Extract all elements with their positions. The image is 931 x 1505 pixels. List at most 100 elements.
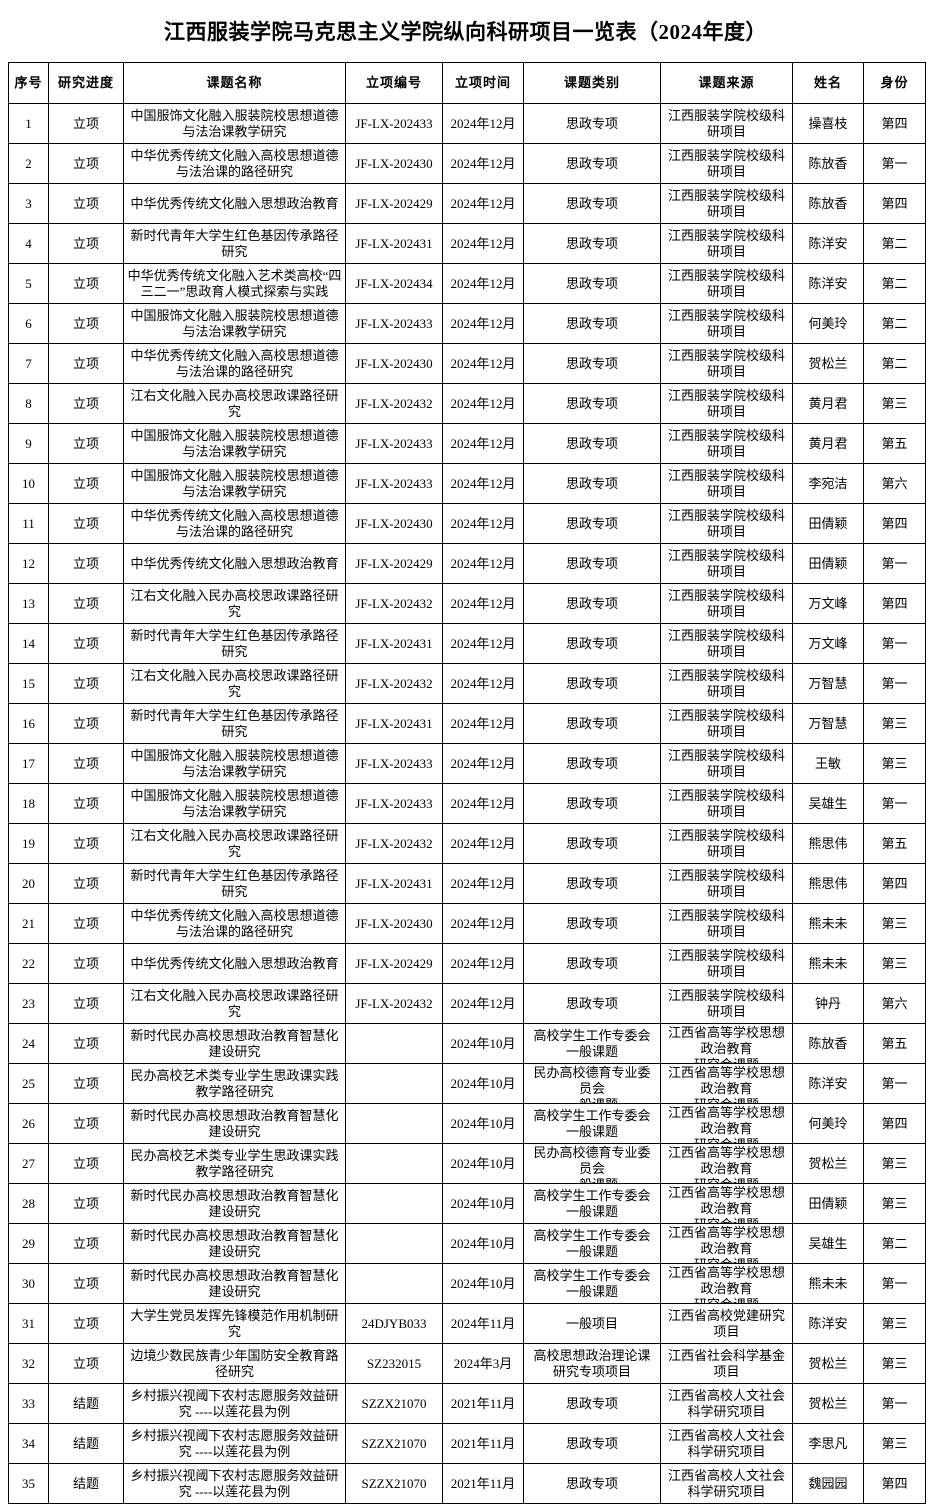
cell-name: 吴雄生: [792, 783, 864, 824]
cell-date: 2024年12月: [442, 183, 524, 224]
table-row: 31 立项 大学生党员发挥先锋模范作用机制研究 24DJYB033 2024年11月 一般…: [8, 1303, 926, 1344]
table-row: 11 立项 中华优秀传统文化融入高校思想道德与法治课的路径研究 JF-LX-20243…: [8, 503, 926, 544]
cell-date: 2024年12月: [442, 463, 524, 504]
cell-code: JF-LX-202433: [345, 743, 443, 784]
cell-identity: 第六: [863, 463, 926, 504]
cell-source: 江西服装学院校级科研项目: [660, 303, 793, 344]
cell-no: 22: [8, 943, 49, 984]
cell-code: JF-LX-202429: [345, 943, 443, 984]
cell-name: 田倩颖: [792, 503, 864, 544]
cell-title: 江右文化融入民办高校思政课路径研究: [123, 983, 346, 1024]
cell-source: 江西服装学院校级科研项目: [660, 383, 793, 424]
table-row: 6 立项 中国服饰文化融入服装院校思想道德与法治课教学研究 JF-LX-202433 2…: [8, 303, 926, 344]
cell-date: 2024年12月: [442, 663, 524, 704]
cell-identity: 第四: [863, 183, 926, 224]
cell-source: 江西省高等学校思想政治教育 研究会课题: [660, 1023, 793, 1064]
cell-no: 30: [8, 1263, 49, 1304]
cell-date: 2021年11月: [442, 1463, 524, 1504]
cell-code: JF-LX-202433: [345, 783, 443, 824]
cell-identity: 第一: [863, 663, 926, 704]
cell-title: 中国服饰文化融入服装院校思想道德与法治课教学研究: [123, 423, 346, 464]
cell-no: 35: [8, 1463, 49, 1504]
cell-date: 2024年10月: [442, 1023, 524, 1064]
table-row: 4 立项 新时代青年大学生红色基因传承路径研究 JF-LX-202431 2024年12…: [8, 223, 926, 264]
cell-source: 江西服装学院校级科研项目: [660, 423, 793, 464]
cell-progress: 结题: [48, 1383, 124, 1424]
cell-category: 思政专项: [523, 423, 661, 464]
cell-identity: 第四: [863, 103, 926, 144]
cell-code: JF-LX-202432: [345, 383, 443, 424]
table-row: 1 立项 中国服饰文化融入服装院校思想道德与法治课教学研究 JF-LX-202433 2…: [8, 103, 926, 144]
cell-code: SZZX21070: [345, 1463, 443, 1504]
cell-source: 江西服装学院校级科研项目: [660, 223, 793, 264]
cell-source: 江西省高校人文社会科学研究项目: [660, 1423, 793, 1464]
cell-identity: 第四: [863, 1103, 926, 1144]
cell-category: 思政专项: [523, 303, 661, 344]
cell-source: 江西省高等学校思想政治教育 研究会课题: [660, 1103, 793, 1144]
cell-category: 高校学生工作专委会一般课题: [523, 1023, 661, 1064]
cell-source: 江西服装学院校级科研项目: [660, 823, 793, 864]
cell-progress: 结题: [48, 1463, 124, 1504]
cell-identity: 第二: [863, 303, 926, 344]
cell-code: JF-LX-202433: [345, 463, 443, 504]
cell-source: 江西服装学院校级科研项目: [660, 903, 793, 944]
cell-source: 江西服装学院校级科研项目: [660, 663, 793, 704]
cell-name: 钟丹: [792, 983, 864, 1024]
cell-category: 思政专项: [523, 1383, 661, 1424]
cell-code: SZZX21070: [345, 1423, 443, 1464]
cell-category: 思政专项: [523, 503, 661, 544]
cell-name: 万文峰: [792, 623, 864, 664]
cell-source: 江西服装学院校级科研项目: [660, 543, 793, 584]
cell-progress: 立项: [48, 1223, 124, 1264]
cell-title: 中华优秀传统文化融入高校思想道德与法治课的路径研究: [123, 343, 346, 384]
cell-no: 12: [8, 543, 49, 584]
cell-name: 田倩颖: [792, 1183, 864, 1224]
cell-category: 思政专项: [523, 623, 661, 664]
cell-identity: 第一: [863, 143, 926, 184]
cell-identity: 第三: [863, 1303, 926, 1344]
table-row: 5 立项 中华优秀传统文化融入艺术类高校“四三二一”思政育人模式探索与实践 JF-LX…: [8, 263, 926, 304]
cell-date: 2024年10月: [442, 1063, 524, 1104]
cell-date: 2024年12月: [442, 743, 524, 784]
cell-progress: 立项: [48, 863, 124, 904]
cell-date: 2024年10月: [442, 1143, 524, 1184]
cell-source: 江西省高等学校思想政治教育 研究会课题: [660, 1223, 793, 1264]
col-header-progress: 研究进度: [48, 62, 124, 104]
table-row: 19 立项 江右文化融入民办高校思政课路径研究 JF-LX-202432 2024年12…: [8, 823, 926, 864]
cell-source: 江西服装学院校级科研项目: [660, 503, 793, 544]
cell-code: JF-LX-202433: [345, 303, 443, 344]
cell-date: 2024年3月: [442, 1343, 524, 1384]
cell-no: 26: [8, 1103, 49, 1144]
cell-category: 思政专项: [523, 583, 661, 624]
table-row: 2 立项 中华优秀传统文化融入高校思想道德与法治课的路径研究 JF-LX-202430…: [8, 143, 926, 184]
cell-name: 王敏: [792, 743, 864, 784]
cell-date: 2024年12月: [442, 863, 524, 904]
cell-no: 10: [8, 463, 49, 504]
table-row: 15 立项 江右文化融入民办高校思政课路径研究 JF-LX-202432 2024年12…: [8, 663, 926, 704]
table-row: 10 立项 中国服饰文化融入服装院校思想道德与法治课教学研究 JF-LX-202433…: [8, 463, 926, 504]
cell-no: 14: [8, 623, 49, 664]
cell-progress: 立项: [48, 503, 124, 544]
cell-name: 陈放香: [792, 1023, 864, 1064]
cell-no: 17: [8, 743, 49, 784]
cell-category: 思政专项: [523, 383, 661, 424]
cell-no: 25: [8, 1063, 49, 1104]
table-row: 35 结题 乡村振兴视阈下农村志愿服务效益研究 ----以莲花县为例 SZZX2107…: [8, 1463, 926, 1504]
table-row: 8 立项 江右文化融入民办高校思政课路径研究 JF-LX-202432 2024年12月…: [8, 383, 926, 424]
cell-no: 27: [8, 1143, 49, 1184]
cell-category: 思政专项: [523, 663, 661, 704]
cell-progress: 立项: [48, 1343, 124, 1384]
cell-no: 28: [8, 1183, 49, 1224]
cell-progress: 立项: [48, 183, 124, 224]
cell-name: 陈洋安: [792, 223, 864, 264]
cell-no: 8: [8, 383, 49, 424]
cell-category: 高校学生工作专委会一般课题: [523, 1103, 661, 1144]
cell-date: 2024年12月: [442, 583, 524, 624]
cell-no: 7: [8, 343, 49, 384]
cell-date: 2024年12月: [442, 223, 524, 264]
cell-date: 2024年12月: [442, 143, 524, 184]
table-row: 30 立项 新时代民办高校思想政治教育智慧化建设研究 2024年10月 高校学生工作专委…: [8, 1263, 926, 1304]
cell-title: 新时代青年大学生红色基因传承路径研究: [123, 703, 346, 744]
cell-progress: 立项: [48, 663, 124, 704]
cell-identity: 第三: [863, 903, 926, 944]
